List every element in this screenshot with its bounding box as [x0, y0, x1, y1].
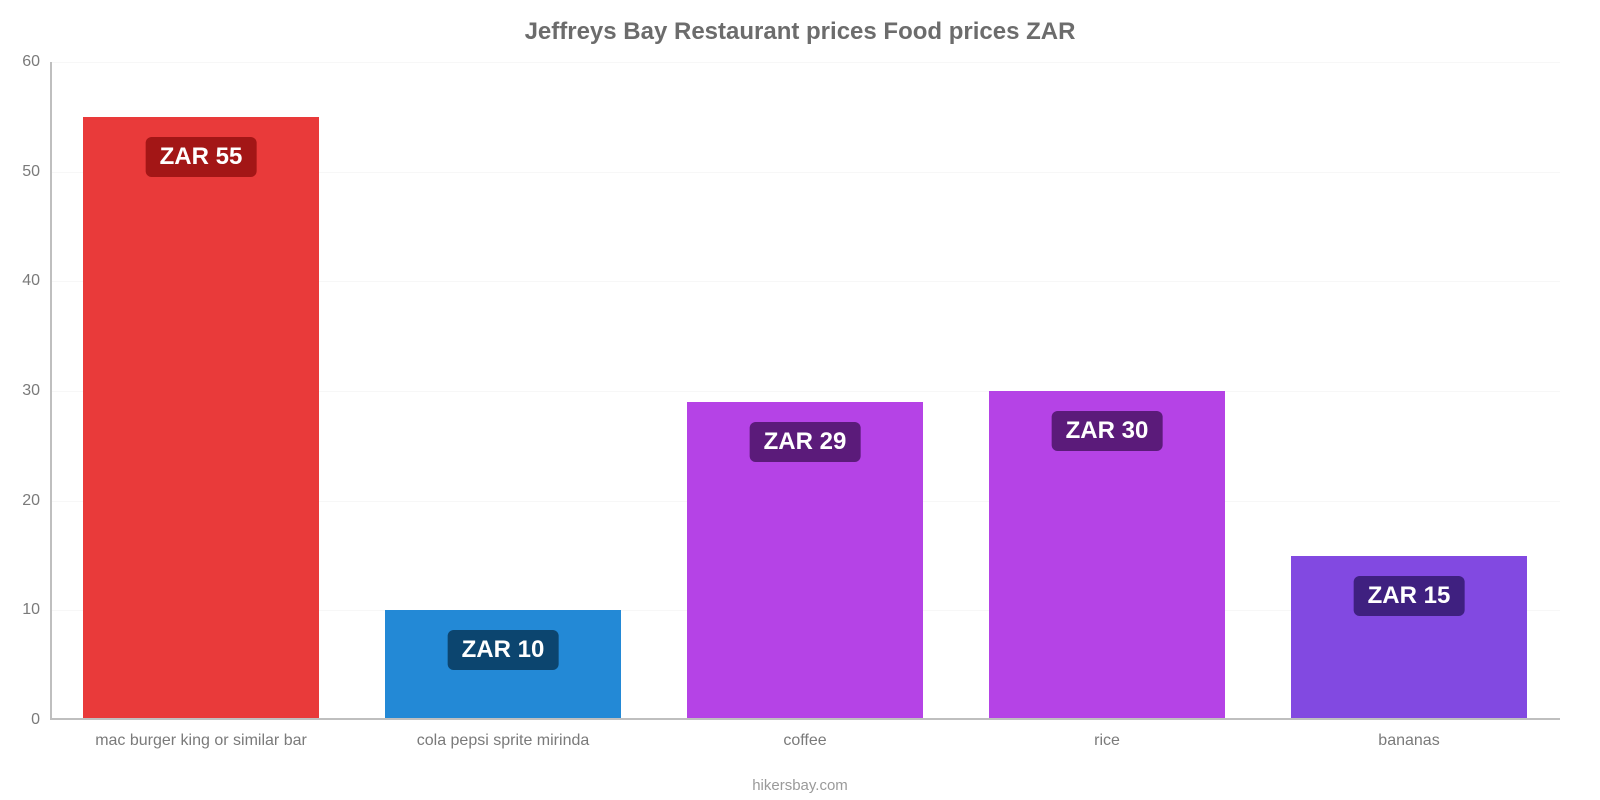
- y-tick-label: 10: [22, 601, 50, 619]
- y-tick-label: 50: [22, 163, 50, 181]
- source-attribution: hikersbay.com: [0, 777, 1600, 794]
- price-bar-chart: Jeffreys Bay Restaurant prices Food pric…: [0, 0, 1600, 800]
- bar-value-label: ZAR 55: [146, 137, 257, 177]
- x-category-label: mac burger king or similar bar: [95, 720, 307, 750]
- y-tick-label: 20: [22, 492, 50, 510]
- bars-container: ZAR 55 ZAR 10 ZAR 29 ZAR 30 ZAR 15: [50, 62, 1560, 720]
- bar-slot: ZAR 10: [385, 62, 621, 720]
- x-category-label: cola pepsi sprite mirinda: [417, 720, 590, 750]
- x-category-label: coffee: [783, 720, 826, 750]
- bar-value-label: ZAR 10: [448, 630, 559, 670]
- bar-slot: ZAR 30: [989, 62, 1225, 720]
- y-tick-label: 30: [22, 382, 50, 400]
- y-tick-label: 60: [22, 53, 50, 71]
- bar-value-label: ZAR 15: [1354, 576, 1465, 616]
- bar-value-label: ZAR 30: [1052, 411, 1163, 451]
- chart-title: Jeffreys Bay Restaurant prices Food pric…: [0, 18, 1600, 46]
- bar-slot: ZAR 29: [687, 62, 923, 720]
- y-tick-label: 40: [22, 272, 50, 290]
- bar-value-label: ZAR 29: [750, 422, 861, 462]
- x-category-label: bananas: [1378, 720, 1439, 750]
- plot-area: ZAR 55ZAR 10ZAR 29ZAR 30ZAR 15 010203040…: [50, 62, 1560, 720]
- bar-slot: ZAR 15: [1291, 62, 1527, 720]
- bar-slot: ZAR 55: [83, 62, 319, 720]
- x-category-label: rice: [1094, 720, 1120, 750]
- y-tick-label: 0: [31, 711, 50, 729]
- bar: [83, 117, 319, 720]
- y-axis-line: [50, 62, 52, 720]
